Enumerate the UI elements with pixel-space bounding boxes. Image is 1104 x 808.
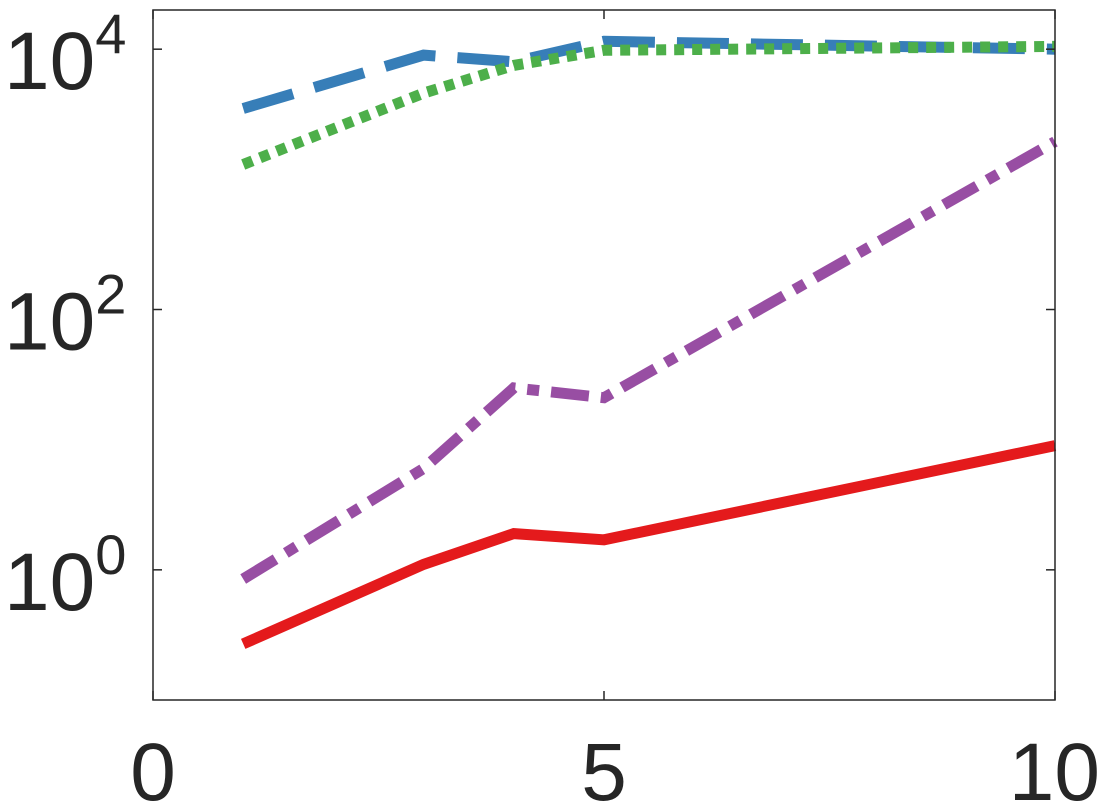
- series-line-3: [240, 136, 1058, 584]
- y-tick-label-2: 102: [4, 263, 126, 368]
- plot-background: [153, 10, 1055, 700]
- y-tick-label-3: 104: [4, 2, 126, 107]
- series-line-2: [241, 40, 1056, 170]
- x-tick-label-1: 0: [130, 727, 176, 808]
- x-tick-label-3: 10: [1009, 727, 1100, 808]
- x-tick-label-2: 5: [581, 727, 627, 808]
- series-layer: [240, 35, 1058, 649]
- tick-label-layer: 0 5 10 100 102 104: [4, 2, 1100, 808]
- plot-frame: [152, 9, 1056, 701]
- y-tick-label-1: 100: [4, 523, 126, 628]
- series-line-4: [240, 440, 1057, 649]
